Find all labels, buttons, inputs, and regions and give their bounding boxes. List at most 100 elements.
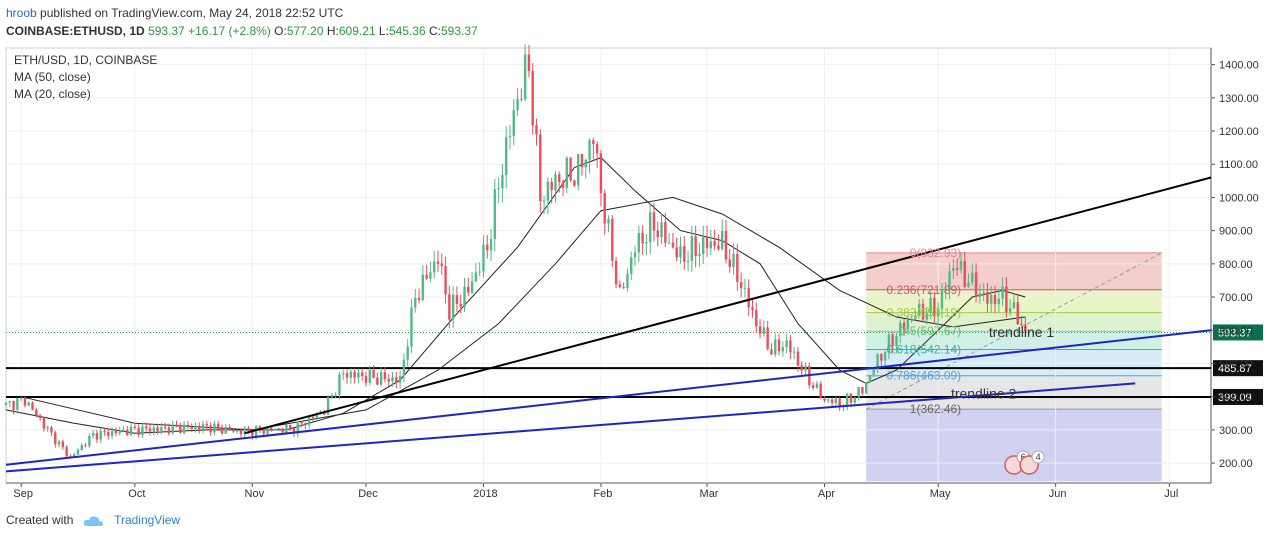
fib-level-label: 0.618(542.14) — [886, 342, 961, 356]
candle-body — [755, 310, 758, 327]
candle-body — [929, 297, 932, 313]
y-tick-label: 800.00 — [1219, 259, 1253, 271]
candle-body — [4, 402, 8, 405]
candle-body — [709, 241, 713, 249]
candle-body — [27, 402, 30, 406]
candle-body — [171, 424, 174, 434]
candle-body — [880, 354, 883, 361]
candle-body — [993, 294, 997, 305]
candle-body — [201, 424, 205, 430]
candle-body — [129, 426, 133, 436]
author-link[interactable]: hroob — [6, 6, 37, 20]
candle-body — [899, 322, 902, 336]
candle-body — [277, 428, 281, 430]
event-count-bubble — [1031, 450, 1045, 464]
candle-body — [698, 254, 701, 257]
candle-body — [527, 54, 531, 72]
x-tick-label: Jun — [1049, 488, 1067, 500]
candle-body — [630, 257, 633, 274]
fib-level-label: 0.786(463.09) — [886, 369, 961, 383]
y-tick-label: 300.00 — [1219, 425, 1253, 437]
candle-body — [35, 409, 38, 416]
candle-body — [679, 246, 682, 258]
candle-body — [648, 212, 652, 243]
price-tag-label: 485.87 — [1218, 363, 1252, 375]
candle-body — [1024, 324, 1027, 331]
candle-body — [357, 372, 360, 378]
y-tick-label: 1100.00 — [1219, 159, 1258, 171]
candle-body — [902, 322, 906, 330]
y-tick-label: 1000.00 — [1219, 192, 1259, 204]
open-label: O: — [274, 24, 287, 38]
candle-body — [141, 426, 144, 435]
candle-body — [747, 287, 750, 308]
x-tick-label: Nov — [245, 488, 265, 500]
candle-body — [611, 219, 614, 261]
candle-body — [417, 297, 421, 301]
candle-body — [830, 399, 834, 404]
candle-body — [580, 154, 584, 168]
fibonacci-retracement[interactable] — [865, 252, 1162, 482]
candle-body — [686, 261, 690, 263]
candle-body — [990, 294, 993, 304]
candle-body — [1020, 324, 1023, 326]
y-tick-label: 1400.00 — [1219, 60, 1259, 72]
candle-body — [406, 346, 409, 360]
candle-body — [145, 426, 148, 429]
fib-level-label: 1(362.46) — [910, 402, 961, 416]
x-tick-label: Apr — [818, 488, 835, 500]
y-tick-label: 500.00 — [1219, 358, 1253, 370]
candle-body — [444, 266, 447, 295]
candle-body — [414, 297, 417, 308]
candle-body — [338, 374, 341, 395]
ma-50-line — [21, 196, 1026, 431]
candle-body — [849, 393, 853, 403]
candle-body — [398, 375, 402, 383]
candle-body — [626, 273, 629, 289]
publish-line: hroob published on TradingView.com, May … — [6, 4, 478, 22]
legend-ma50: MA (50, close) — [14, 70, 91, 84]
x-tick-label: Mar — [700, 488, 719, 500]
candle-body — [853, 397, 857, 403]
candle-body — [1016, 302, 1019, 325]
candle-body — [531, 71, 534, 126]
candle-body — [645, 242, 648, 244]
candle-body — [758, 326, 762, 334]
x-tick-label: Sep — [13, 488, 33, 500]
candle-body — [955, 268, 959, 270]
candle-body — [846, 393, 849, 406]
price-tag-label: 399.09 — [1218, 392, 1252, 404]
candle-body — [315, 413, 318, 419]
y-tick-label: 200.00 — [1219, 458, 1253, 470]
open-value: 577.20 — [286, 24, 324, 38]
candle-body — [194, 425, 197, 429]
candle-body — [478, 271, 481, 273]
candle-body — [876, 354, 879, 370]
candle-body — [743, 287, 747, 289]
candle-body — [660, 222, 663, 238]
trendlines[interactable]: trendline 1 trendline 2 — [5, 176, 1212, 473]
event-count-label: 4 — [1036, 452, 1041, 462]
candle-body — [736, 253, 739, 282]
candle-body — [914, 315, 917, 320]
candle-body — [31, 402, 34, 410]
x-tick-label: Jul — [1164, 488, 1178, 500]
candle-body — [936, 308, 940, 317]
candle-body — [440, 263, 443, 267]
candle-body — [118, 430, 121, 434]
candle-body — [561, 181, 565, 188]
candle-body — [46, 427, 49, 429]
candle-body — [410, 307, 413, 347]
event-count-label: 6 — [1020, 452, 1025, 462]
candle-body — [493, 189, 497, 239]
candle-body — [724, 231, 728, 260]
chart-area[interactable]: 485.87 399.09 593.37 trendline 1 trendline … — [0, 40, 1271, 500]
candle-body — [182, 424, 186, 433]
candle-body — [751, 307, 754, 311]
candle-body — [243, 427, 246, 435]
tradingview-link[interactable]: TradingView — [114, 513, 181, 527]
trendline-blue-2 — [5, 382, 1136, 473]
candle-body — [232, 430, 235, 432]
